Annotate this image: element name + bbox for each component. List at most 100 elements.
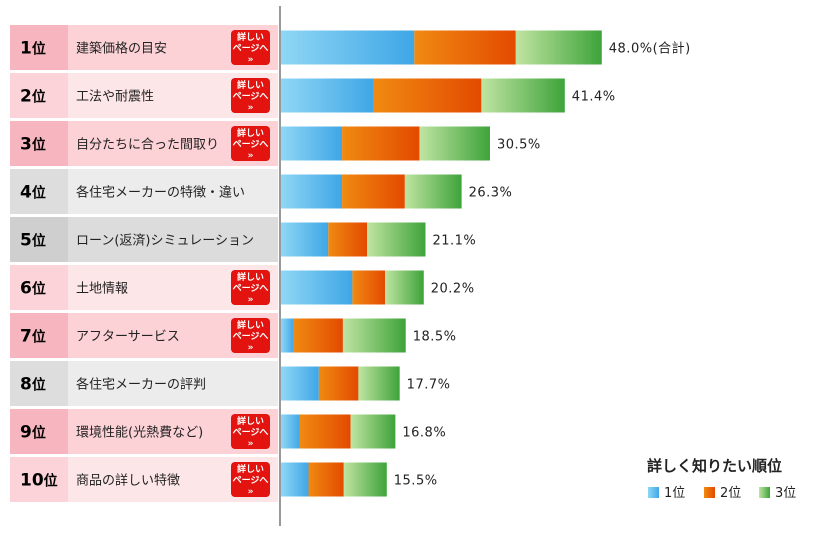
badge-text: ページへ: [233, 43, 269, 54]
bar-segment-1位: [281, 78, 374, 113]
bar-segment-2位: [352, 270, 386, 305]
rank-label: 5位: [20, 231, 46, 251]
legend-item: 3位: [759, 486, 796, 501]
category-row: 8位 各住宅メーカーの評判: [10, 361, 278, 406]
bar-segment-2位: [414, 30, 516, 65]
rank-label: 3位: [20, 135, 46, 155]
total-value-label: 30.5%: [497, 138, 541, 153]
category-label: 環境性能(光熱費など): [76, 426, 203, 441]
bar-segment-1位: [281, 174, 343, 209]
badge-background: [231, 78, 270, 113]
bar-segment-3位: [367, 222, 426, 257]
total-value-label: 15.5%: [394, 474, 438, 489]
bar-segment-1位: [281, 366, 319, 401]
legend-title: 詳しく知りたい順位: [647, 457, 782, 475]
badge-text: 詳しい: [237, 31, 264, 43]
rank-cell: [10, 361, 68, 406]
badge-text: ページへ: [233, 91, 269, 102]
legend-swatch: [759, 487, 770, 498]
total-value-label: 20.2%: [431, 282, 475, 297]
bar-segment-3位: [385, 270, 424, 305]
rank-label: 1位: [20, 39, 46, 59]
bar-segment-2位: [373, 78, 482, 113]
category-label: アフターサービス: [76, 330, 180, 345]
badge-background: [231, 462, 270, 497]
badge-text: ページへ: [233, 283, 269, 294]
category-label: 工法や耐震性: [76, 90, 154, 105]
rank-label: 8位: [20, 375, 46, 395]
bar-segment-1位: [281, 462, 309, 497]
legend-label: 1位: [664, 486, 685, 501]
category-label: 各住宅メーカーの評判: [76, 377, 206, 393]
bar-segment-3位: [419, 126, 490, 161]
bar-segment-3位: [358, 366, 400, 401]
rank-cell: [10, 121, 68, 166]
rank-cell: [10, 409, 68, 454]
bar-segment-3位: [404, 174, 462, 209]
badge-background: [231, 414, 270, 449]
rank-label: 7位: [20, 327, 46, 347]
bar-segment-1位: [281, 30, 415, 65]
badge-text: ページへ: [233, 139, 269, 150]
total-value-label: 41.4%: [572, 90, 616, 105]
badge-text: 詳しい: [237, 271, 264, 283]
legend-swatch: [704, 487, 715, 498]
legend-item: 2位: [704, 486, 741, 501]
rank-cell: [10, 313, 68, 358]
bar-segment-3位: [342, 318, 406, 353]
rank-cell: [10, 73, 68, 118]
bar-segment-2位: [293, 318, 343, 353]
bar-segment-2位: [299, 414, 351, 449]
badge-text: 詳しい: [237, 319, 264, 331]
badge-text: ページへ: [233, 427, 269, 438]
rank-label: 2位: [20, 87, 46, 107]
bar-segment-1位: [281, 270, 353, 305]
total-value-label: 18.5%: [413, 330, 457, 345]
bar-segment-1位: [281, 222, 329, 257]
total-value-label: 21.1%: [432, 234, 476, 249]
badge-text: ページへ: [233, 475, 269, 486]
legend: 詳しく知りたい順位 1位 2位 3位: [647, 457, 796, 501]
rank-label: 9位: [20, 423, 46, 443]
chevron-right-icon: »: [248, 343, 254, 353]
bar-segment-3位: [343, 462, 387, 497]
bar-segment-2位: [328, 222, 367, 257]
badge-background: [231, 270, 270, 305]
total-value-label: 26.3%: [469, 186, 513, 201]
legend-label: 3位: [775, 486, 796, 501]
chevron-right-icon: »: [248, 103, 254, 113]
rank-label: 10位: [20, 471, 58, 491]
bar-segment-2位: [308, 462, 344, 497]
category-row: 5位 ローン(返済)シミュレーション: [10, 217, 278, 262]
category-label: 土地情報: [76, 282, 128, 297]
total-value-label: 17.7%: [407, 378, 451, 393]
badge-background: [231, 318, 270, 353]
category-label: 建築価格の目安: [76, 41, 167, 57]
rank-cell: [10, 265, 68, 310]
rank-label: 4位: [20, 183, 46, 203]
chart-bars: 48.0%(合計) 41.4% 30.5% 26.3% 21.1% 20.2% 18.5% 1…: [281, 30, 690, 497]
badge-text: 詳しい: [237, 415, 264, 427]
category-label: 商品の詳しい特徴: [76, 473, 180, 489]
bar-segment-2位: [342, 174, 405, 209]
chevron-right-icon: »: [248, 55, 254, 65]
badge-text: 詳しい: [237, 463, 264, 475]
chevron-right-icon: »: [248, 151, 254, 161]
category-row: 4位 各住宅メーカーの特徴・違い: [10, 169, 278, 214]
